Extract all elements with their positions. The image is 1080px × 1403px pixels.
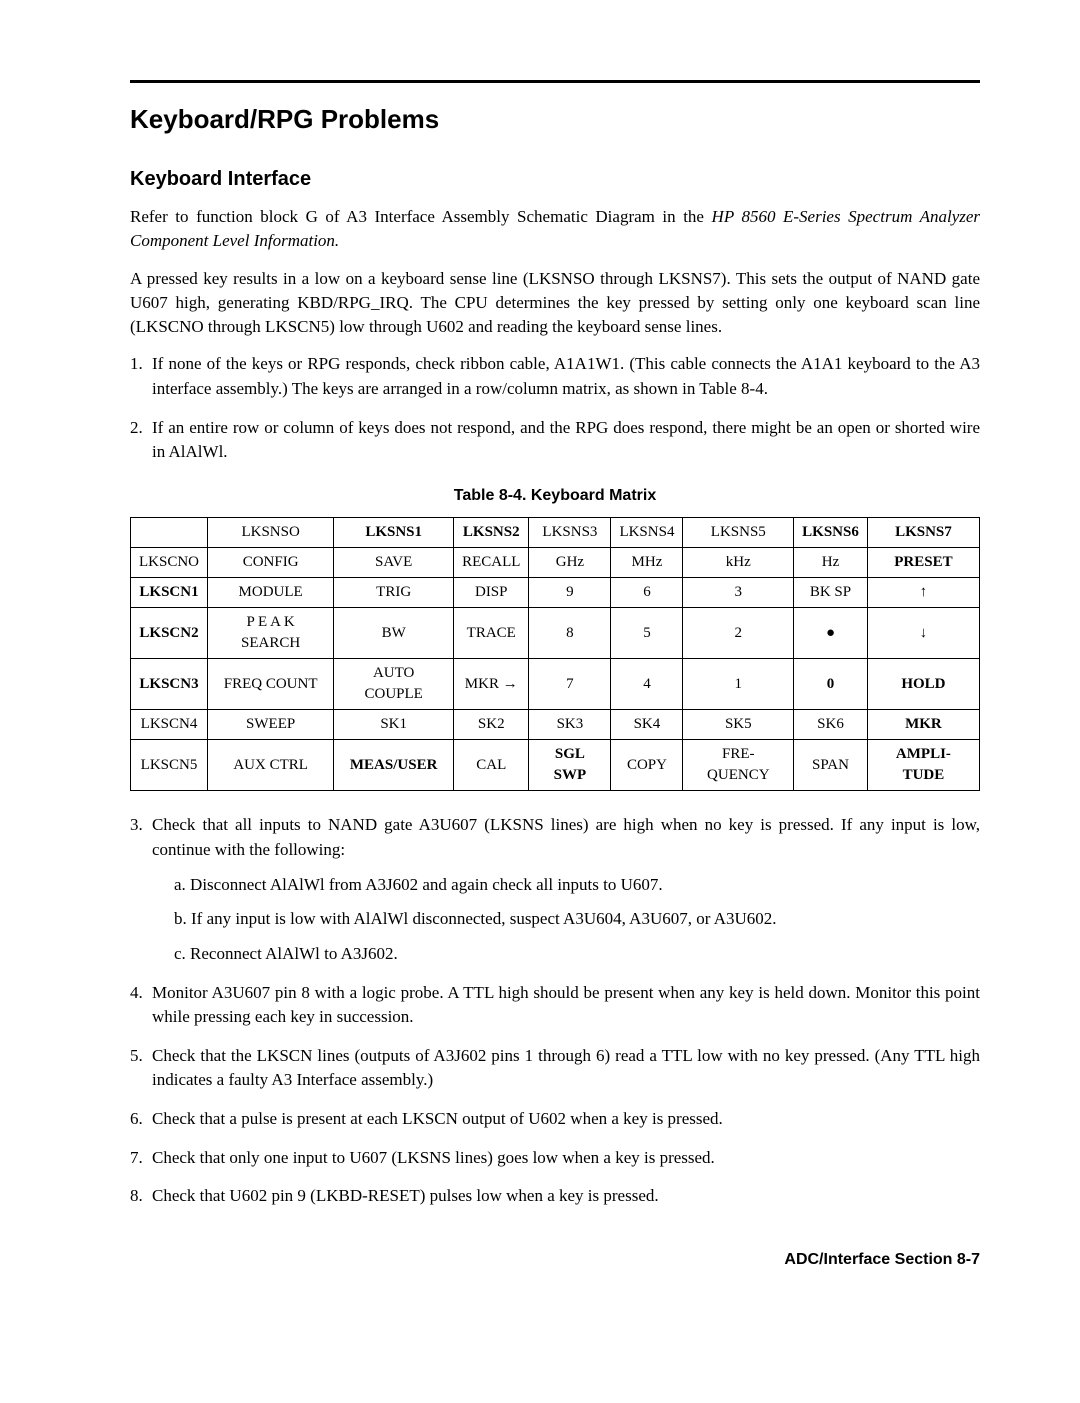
table-cell: AMPLI-TUDE [867, 740, 979, 791]
page-title: Keyboard/RPG Problems [130, 101, 980, 137]
table-cell: SK4 [611, 710, 683, 740]
table-cell: HOLD [867, 659, 979, 710]
list-item: 8.Check that U602 pin 9 (LKBD-RESET) pul… [130, 1184, 980, 1209]
list-number: 5. [130, 1044, 143, 1069]
table-row-header: LKSCN4 [131, 710, 208, 740]
table-cell: BW [334, 608, 454, 659]
table-cell: SK2 [454, 710, 529, 740]
table-cell: MEAS/USER [334, 740, 454, 791]
table-cell: SK3 [529, 710, 611, 740]
sub-list-item: a. Disconnect AlAlWl from A3J602 and aga… [174, 873, 980, 898]
table-cell: MHz [611, 548, 683, 578]
numbered-list-top: 1.If none of the keys or RPG responds, c… [130, 352, 980, 465]
table-caption: Table 8-4. Keyboard Matrix [130, 485, 980, 507]
list-item: 6.Check that a pulse is present at each … [130, 1107, 980, 1132]
table-cell: MODULE [208, 578, 334, 608]
table-cell: 2 [683, 608, 794, 659]
table-cell: BK SP [794, 578, 868, 608]
table-cell: SK5 [683, 710, 794, 740]
section-heading: Keyboard Interface [130, 165, 980, 193]
table-cell: 3 [683, 578, 794, 608]
table-cell: 0 [794, 659, 868, 710]
keyboard-matrix-table: LKSNSOLKSNS1LKSNS2LKSNS3LKSNS4LKSNS5LKSN… [130, 517, 980, 791]
list-item: 7.Check that only one input to U607 (LKS… [130, 1146, 980, 1171]
table-cell: kHz [683, 548, 794, 578]
table-header-cell: LKSNS4 [611, 518, 683, 548]
list-number: 2. [130, 416, 143, 441]
table-cell: COPY [611, 740, 683, 791]
table-header-cell [131, 518, 208, 548]
table-cell: SK6 [794, 710, 868, 740]
table-cell: P E A K SEARCH [208, 608, 334, 659]
table-row-header: LKSCN3 [131, 659, 208, 710]
list-number: 8. [130, 1184, 143, 1209]
table-cell: SWEEP [208, 710, 334, 740]
intro-text-1: Refer to function block G of A3 Interfac… [130, 207, 704, 226]
list-number: 1. [130, 352, 143, 377]
table-header-cell: LKSNSO [208, 518, 334, 548]
table-cell: DISP [454, 578, 529, 608]
table-header-cell: LKSNS2 [454, 518, 529, 548]
page-footer: ADC/Interface Section 8-7 [130, 1249, 980, 1271]
list-number: 6. [130, 1107, 143, 1132]
table-cell: SAVE [334, 548, 454, 578]
sub-list: a. Disconnect AlAlWl from A3J602 and aga… [152, 873, 980, 967]
table-cell: 1 [683, 659, 794, 710]
table-cell: Hz [794, 548, 868, 578]
table-cell: CAL [454, 740, 529, 791]
list-number: 3. [130, 813, 143, 838]
table-cell: GHz [529, 548, 611, 578]
list-item: 5.Check that the LKSCN lines (outputs of… [130, 1044, 980, 1093]
list-item: 2.If an entire row or column of keys doe… [130, 416, 980, 465]
table-cell: SK1 [334, 710, 454, 740]
table-cell: MKR [867, 710, 979, 740]
table-row-header: LKSCN2 [131, 608, 208, 659]
table-cell: ↓ [867, 608, 979, 659]
table-cell: CONFIG [208, 548, 334, 578]
table-cell: SPAN [794, 740, 868, 791]
table-cell: ● [794, 608, 868, 659]
table-cell: AUTO COUPLE [334, 659, 454, 710]
table-cell: 8 [529, 608, 611, 659]
list-item: 4.Monitor A3U607 pin 8 with a logic prob… [130, 981, 980, 1030]
table-row-header: LKSCNO [131, 548, 208, 578]
table-header-cell: LKSNS7 [867, 518, 979, 548]
table-cell: 9 [529, 578, 611, 608]
table-cell: SGL SWP [529, 740, 611, 791]
list-number: 4. [130, 981, 143, 1006]
table-row-header: LKSCN5 [131, 740, 208, 791]
table-cell: AUX CTRL [208, 740, 334, 791]
list-item: 1.If none of the keys or RPG responds, c… [130, 352, 980, 401]
table-cell: 7 [529, 659, 611, 710]
sub-list-item: b. If any input is low with AlAlWl disco… [174, 907, 980, 932]
table-cell: TRACE [454, 608, 529, 659]
table-header-cell: LKSNS1 [334, 518, 454, 548]
top-rule [130, 80, 980, 83]
table-header-cell: LKSNS6 [794, 518, 868, 548]
sub-list-item: c. Reconnect AlAlWl to A3J602. [174, 942, 980, 967]
numbered-list-bottom: 3.Check that all inputs to NAND gate A3U… [130, 813, 980, 1209]
list-item: 3.Check that all inputs to NAND gate A3U… [130, 813, 980, 966]
table-cell: 4 [611, 659, 683, 710]
table-cell: FREQ COUNT [208, 659, 334, 710]
table-header-cell: LKSNS3 [529, 518, 611, 548]
table-cell: 5 [611, 608, 683, 659]
table-header-cell: LKSNS5 [683, 518, 794, 548]
intro-paragraph-1: Refer to function block G of A3 Interfac… [130, 205, 980, 253]
table-cell: PRESET [867, 548, 979, 578]
table-cell: ↑ [867, 578, 979, 608]
table-cell: FRE-QUENCY [683, 740, 794, 791]
table-cell: 6 [611, 578, 683, 608]
table-cell: MKR → [454, 659, 529, 710]
table-cell: TRIG [334, 578, 454, 608]
list-number: 7. [130, 1146, 143, 1171]
table-row-header: LKSCN1 [131, 578, 208, 608]
table-cell: RECALL [454, 548, 529, 578]
intro-paragraph-2: A pressed key results in a low on a keyb… [130, 267, 980, 338]
